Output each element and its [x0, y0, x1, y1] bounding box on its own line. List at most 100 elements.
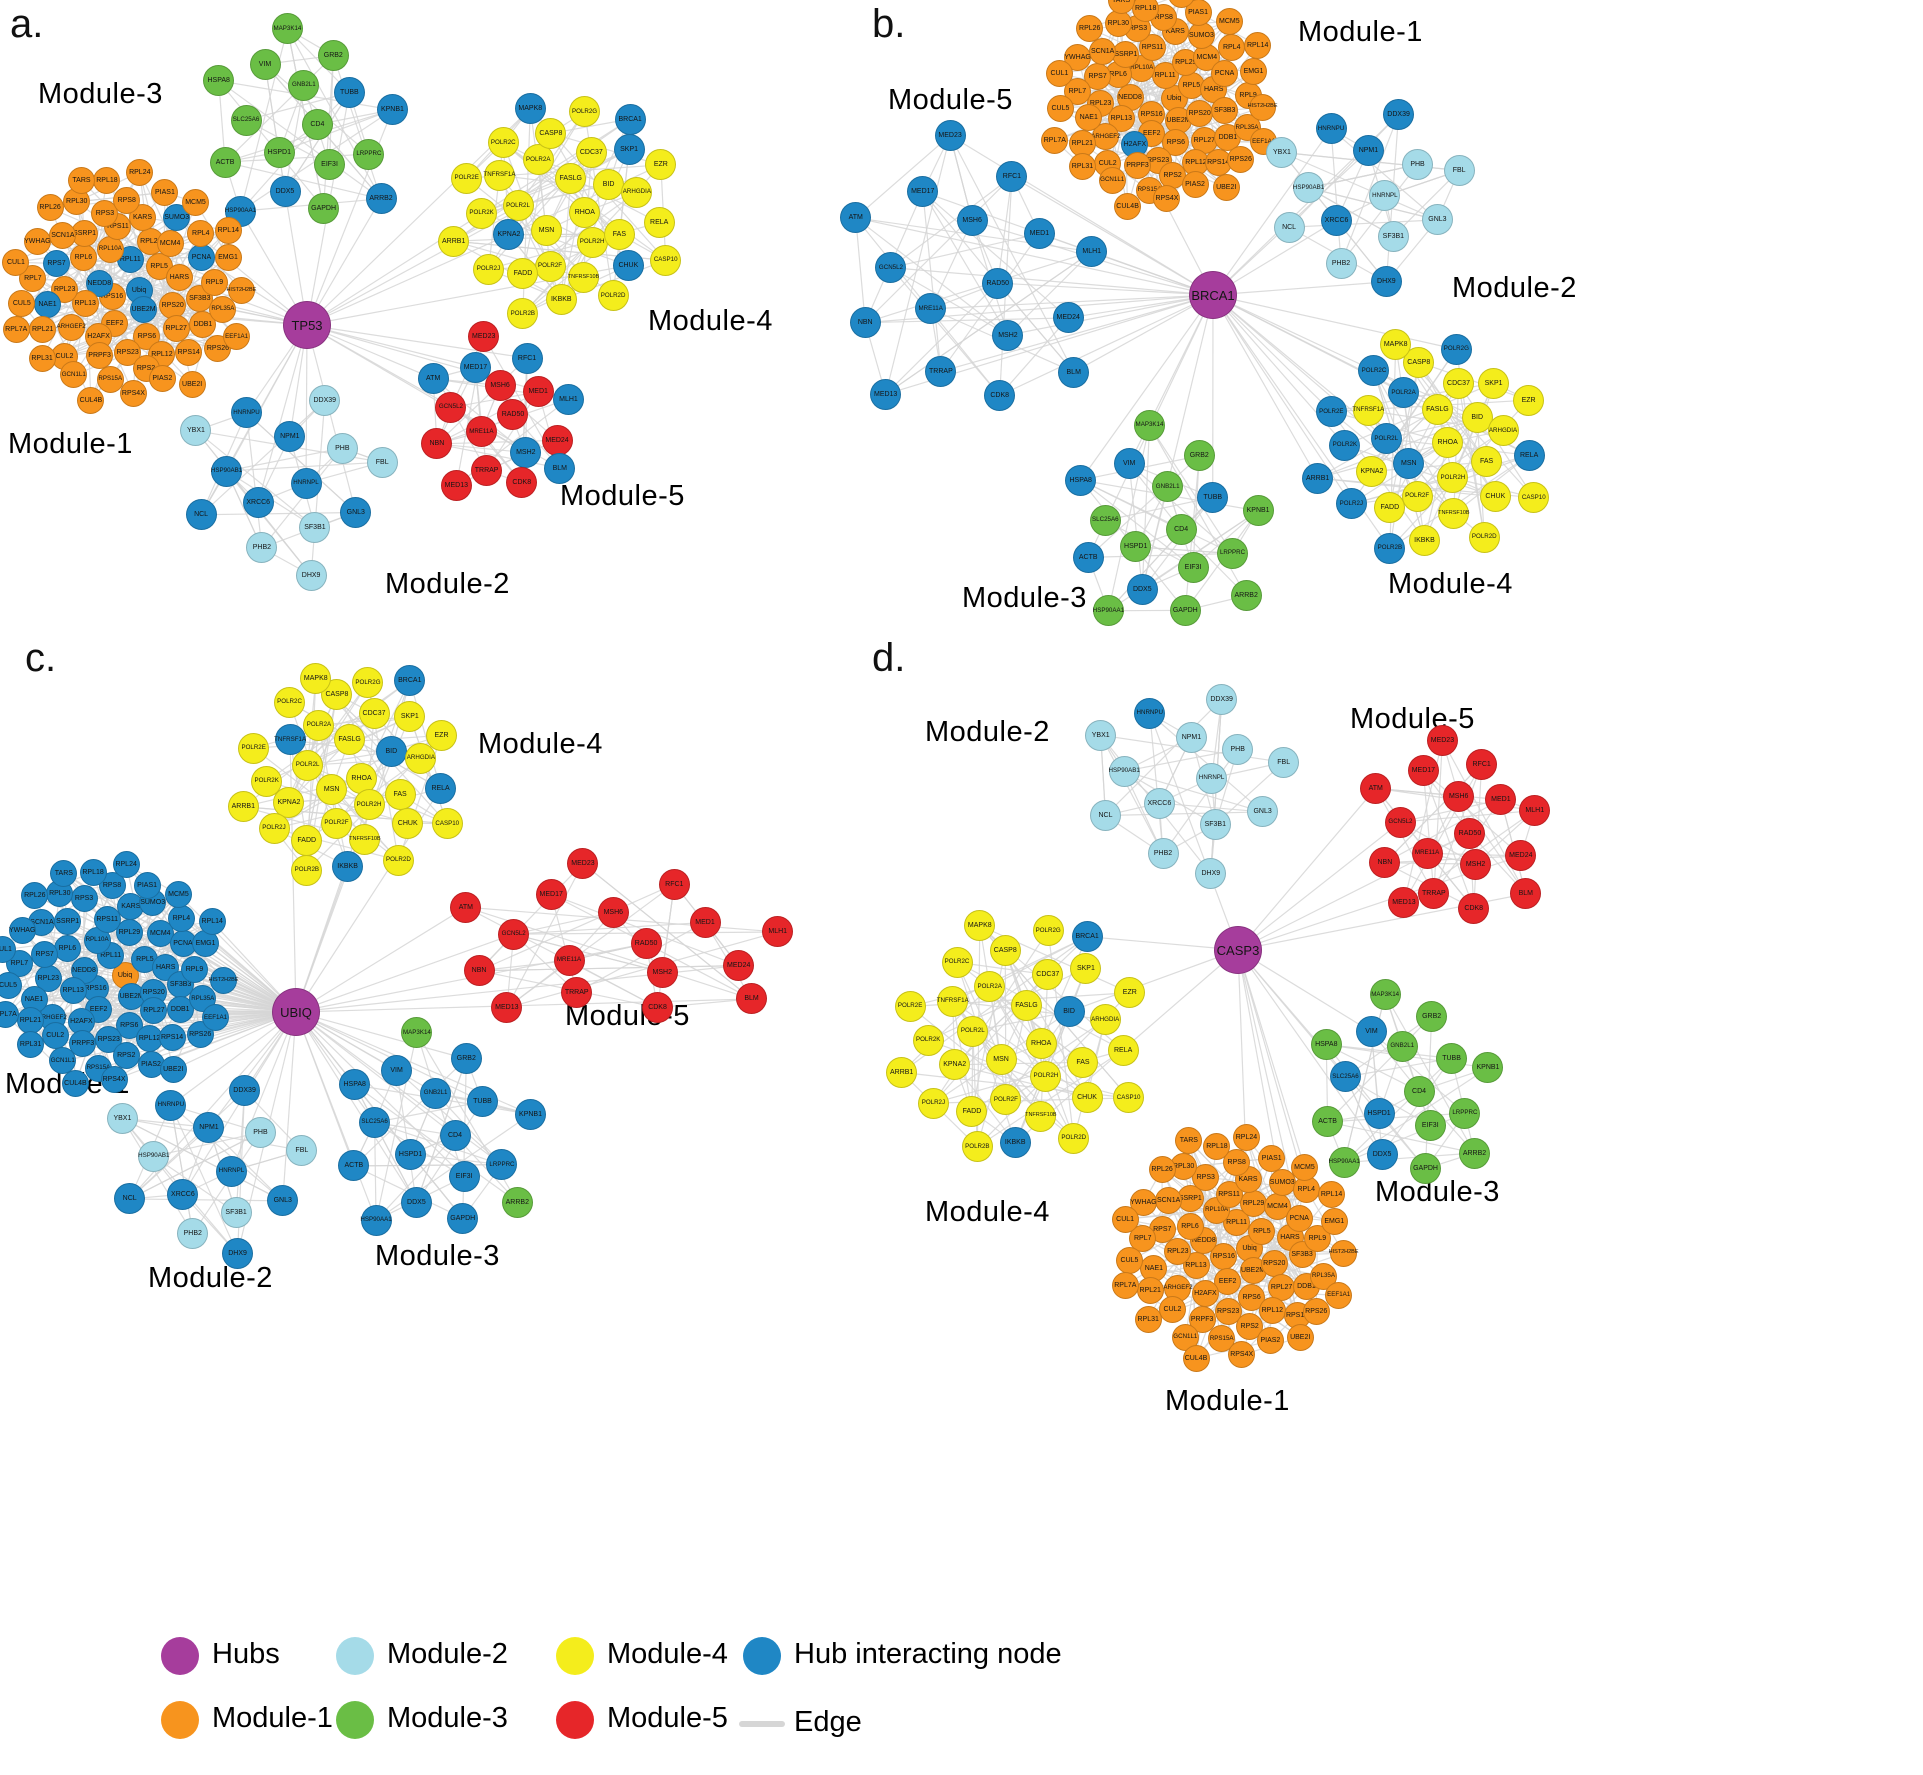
node-FADD: FADD [1374, 491, 1406, 523]
node-SF3B1: SF3B1 [299, 511, 331, 543]
node-ARRB1: ARRB1 [438, 225, 470, 257]
node-SKP1: SKP1 [613, 134, 645, 166]
node-GCN1L1: GCN1L1 [60, 361, 88, 389]
node-ATM: ATM [1360, 772, 1392, 804]
node-POLR2K: POLR2K [466, 197, 498, 229]
node-YBX1: YBX1 [1266, 136, 1298, 168]
module-label-module-2-panel-a: Module-2 [385, 568, 510, 600]
node-MED1: MED1 [1485, 784, 1517, 816]
node-TNFRSF1A: TNFRSF1A [484, 160, 516, 191]
node-MCM5: MCM5 [164, 881, 192, 909]
node-TARS: TARS [67, 167, 95, 195]
node-RPS11: RPS11 [93, 906, 121, 934]
node-MAPK8: MAPK8 [1380, 328, 1412, 360]
node-IKBKB: IKBKB [999, 1127, 1031, 1159]
node-SKP1: SKP1 [1478, 367, 1510, 399]
node-CHUK: CHUK [392, 807, 424, 839]
node-RPS6: RPS6 [1162, 128, 1190, 156]
node-PHB2: PHB2 [1147, 838, 1179, 870]
node-RHOA: RHOA [1025, 1028, 1057, 1060]
node-MSH6: MSH6 [956, 205, 988, 237]
node-MSH6: MSH6 [597, 896, 629, 928]
node-POLR2K: POLR2K [251, 765, 283, 797]
node-RPL31: RPL31 [28, 344, 56, 372]
node-KPNB1: KPNB1 [1472, 1052, 1504, 1084]
node-RPL9: RPL9 [180, 955, 208, 983]
node-SF3B1: SF3B1 [1377, 220, 1409, 252]
node-POLR2B: POLR2B [507, 298, 539, 330]
node-CDC37: CDC37 [1443, 367, 1474, 399]
module-label-module-2-panel-b: Module-2 [1452, 272, 1577, 304]
node-RPL5: RPL5 [1248, 1217, 1276, 1245]
node-HSPD1: HSPD1 [1363, 1097, 1395, 1129]
node-DDX39: DDX39 [1206, 683, 1238, 715]
node-POLR2G: POLR2G [1440, 333, 1472, 365]
node-DDX5: DDX5 [400, 1187, 432, 1219]
node-MSH2: MSH2 [510, 437, 542, 469]
node-RPS20: RPS20 [1186, 99, 1214, 127]
node-HNRNPU: HNRNPU [231, 397, 263, 429]
node-RPL21: RPL21 [1136, 1277, 1164, 1305]
legend-swatch-module3 [336, 1701, 374, 1739]
node-NBN: NBN [421, 428, 453, 460]
node-FAS: FAS [384, 778, 416, 810]
node-RPL18: RPL18 [79, 858, 107, 886]
node-RPS23: RPS23 [1214, 1297, 1242, 1325]
node-CASP10: CASP10 [431, 808, 463, 840]
node-YBX1: YBX1 [1085, 719, 1117, 751]
legend-swatch-hub [161, 1637, 199, 1675]
node-RPS26: RPS26 [1302, 1298, 1330, 1326]
node-MED17: MED17 [459, 351, 491, 383]
node-PIAS1: PIAS1 [1258, 1144, 1286, 1172]
node-HSPD1: HSPD1 [395, 1138, 427, 1170]
module-label-module-4-panel-d: Module-4 [925, 1196, 1050, 1228]
node-CDK8: CDK8 [506, 467, 538, 499]
legend-label-hub-interacting-node: Hub interacting node [794, 1638, 1062, 1670]
node-ARRB2: ARRB2 [1458, 1137, 1490, 1169]
node-EMG1: EMG1 [1239, 58, 1267, 86]
node-POLR2H: POLR2H [353, 789, 385, 821]
node-RPL6: RPL6 [69, 244, 97, 271]
node-DHX9: DHX9 [1195, 858, 1227, 890]
node-NCL: NCL [114, 1183, 146, 1215]
module-label-module-3-panel-d: Module-3 [1375, 1176, 1500, 1208]
node-PHB2: PHB2 [1325, 247, 1357, 279]
node-SCN1A: SCN1A [1089, 38, 1117, 66]
node-RPL24: RPL24 [1232, 1124, 1260, 1152]
node-RPL13: RPL13 [71, 289, 99, 317]
node-GCN5L2: GCN5L2 [1384, 806, 1416, 838]
node-MED17: MED17 [907, 176, 939, 208]
hub-node-CASP3: CASP3 [1214, 926, 1262, 974]
node-RPL4: RPL4 [1218, 34, 1246, 62]
node-NPM1: NPM1 [1175, 722, 1207, 754]
node-POLR2D: POLR2D [597, 280, 629, 312]
node-POLR2E: POLR2E [451, 162, 483, 194]
node-CUL4B: CUL4B [77, 386, 105, 414]
module-label-module-2-panel-c: Module-2 [148, 1262, 273, 1294]
node-RPL6: RPL6 [53, 935, 81, 963]
node-HARS: HARS [165, 264, 193, 292]
node-GNB2L1: GNB2L1 [1386, 1030, 1418, 1062]
node-PHB2: PHB2 [246, 532, 278, 564]
node-RPL27: RPL27 [1190, 126, 1218, 154]
node-RELA: RELA [1107, 1034, 1139, 1066]
node-POLR2C: POLR2C [941, 946, 973, 978]
node-EMG1: EMG1 [214, 243, 242, 271]
node-ARHGDIA: ARHGDIA [1089, 1004, 1121, 1036]
node-POLR2J: POLR2J [917, 1087, 949, 1119]
node-HSP90AA1: HSP90AA1 [1329, 1147, 1360, 1179]
node-EEF1A1: EEF1A1 [223, 323, 251, 351]
node-CUL4B: CUL4B [61, 1069, 89, 1097]
node-MRE11A: MRE11A [465, 416, 497, 448]
node-KPNB1: KPNB1 [1242, 495, 1274, 527]
node-BRCA1: BRCA1 [394, 664, 426, 696]
node-DDX5: DDX5 [269, 176, 301, 208]
legend-label-module-3: Module-3 [387, 1702, 508, 1734]
node-CUL1: CUL1 [1111, 1205, 1139, 1233]
node-CD4: CD4 [439, 1120, 471, 1152]
node-POLR2H: POLR2H [1030, 1060, 1062, 1092]
node-TARS: TARS [1175, 1127, 1203, 1155]
node-ARRB2: ARRB2 [1230, 580, 1262, 612]
legend-label-module-5: Module-5 [607, 1702, 728, 1734]
node-RPL4: RPL4 [1292, 1175, 1320, 1203]
